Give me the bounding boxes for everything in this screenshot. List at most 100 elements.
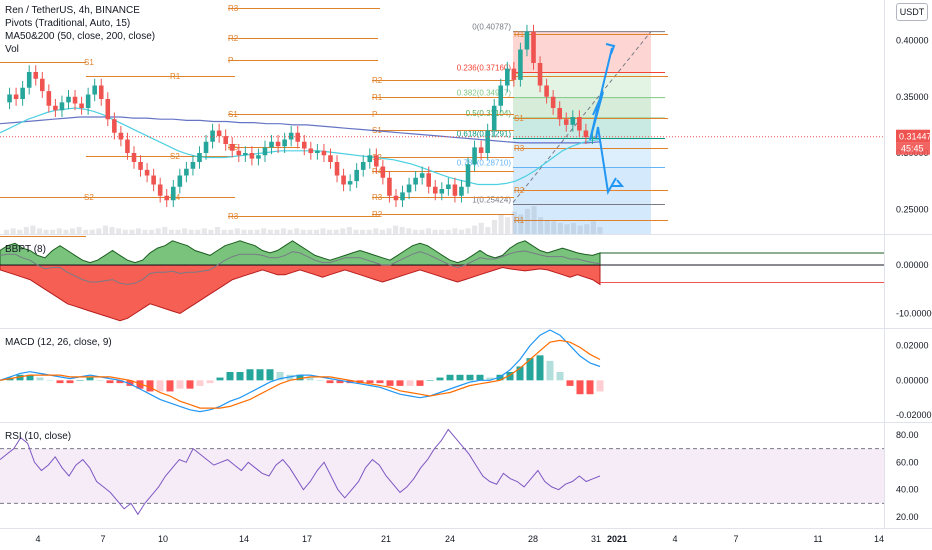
candle-body-58 — [380, 166, 386, 178]
time-tick-9: 2021 — [607, 534, 627, 544]
candle-body-76 — [498, 85, 504, 106]
volume-bar-14 — [96, 228, 102, 234]
legend-macd[interactable]: MACD (12, 26, close, 9) — [5, 337, 112, 348]
macd-hist-bar-47 — [466, 374, 474, 381]
candle-body-85 — [557, 108, 562, 120]
pivot-label-15: R3 — [372, 193, 383, 202]
rsi-line — [0, 428, 601, 516]
legend-bbpt[interactable]: BBPT (8) — [5, 244, 46, 255]
fib-level-label-0: 0(0.40787) — [472, 23, 511, 32]
time-tick-13: 14 — [874, 534, 884, 544]
candle-body-39 — [256, 155, 261, 159]
volume-bar-9 — [63, 229, 69, 234]
candle-body-18 — [118, 132, 124, 140]
price-axis[interactable]: 0.400000.350000.300000.250000.3144745:45… — [0, 0, 932, 528]
candle-body-87 — [570, 117, 576, 125]
volume-bar-2 — [17, 229, 23, 234]
volume-bar-47 — [313, 229, 319, 234]
symbol-title[interactable]: Ren / TetherUS, 4h, BINANCE — [5, 5, 140, 16]
candle-body-9 — [59, 102, 65, 111]
macd-hist-bar-45 — [446, 374, 454, 381]
fib-level-label-5: 0.786(0.28710) — [457, 159, 512, 168]
candle-body-64 — [419, 173, 425, 178]
pivot-label-9: R2 — [372, 76, 383, 85]
candle-body-65 — [426, 173, 432, 187]
candle-body-52 — [341, 175, 346, 185]
time-tick-2: 10 — [158, 534, 168, 544]
legend-rsi[interactable]: RSI (10, close) — [5, 431, 72, 442]
volume-bar-34 — [228, 229, 234, 234]
volume-bar-65 — [432, 229, 438, 234]
pivot-label-18: P — [514, 72, 519, 81]
legend-vol[interactable]: Vol — [5, 44, 19, 55]
time-tick-5: 21 — [381, 534, 391, 544]
volume-bar-87 — [577, 225, 583, 234]
arrow-head-down — [612, 179, 625, 187]
volume-bar-22 — [149, 229, 155, 234]
macd-hist-bar-57 — [566, 380, 574, 386]
candle-body-71 — [465, 164, 471, 187]
candle-body-68 — [446, 184, 451, 189]
macd-hist-bar-23 — [226, 372, 234, 381]
macd-hist-bar-2 — [16, 374, 24, 381]
candle-body-13 — [85, 94, 91, 108]
candle-body-88 — [577, 117, 582, 131]
candle-body-8 — [53, 105, 58, 111]
candle-body-46 — [301, 141, 307, 149]
pivot-label-5: S2 — [170, 152, 180, 161]
volume-bar-33 — [221, 229, 227, 234]
candle-body-36 — [236, 150, 242, 156]
candle-body-42 — [275, 141, 281, 147]
candle-body-20 — [131, 153, 137, 162]
volume-bar-29 — [195, 229, 201, 234]
candle-body-72 — [472, 147, 477, 165]
candle-body-54 — [354, 169, 359, 182]
candle-body-53 — [347, 181, 353, 185]
legend-ma[interactable]: MA50&200 (50, close, 200, close) — [5, 31, 156, 42]
macd-hist-bar-37 — [366, 380, 374, 384]
candle-body-2 — [13, 94, 19, 99]
volume-bar-0 — [4, 229, 10, 234]
volume-bar-67 — [445, 229, 451, 234]
macd-hist-bar-27 — [266, 369, 274, 381]
legend-pivots[interactable]: Pivots (Traditional, Auto, 15) — [5, 18, 131, 29]
macd-hist-bar-55 — [546, 360, 554, 381]
macd-hist-bar-18 — [176, 380, 184, 389]
macd-hist-bar-56 — [556, 372, 564, 381]
candle-body-77 — [505, 68, 510, 86]
candle-body-60 — [393, 195, 399, 201]
macd-hist-bar-25 — [246, 369, 254, 381]
rsi-pane — [0, 428, 884, 516]
candle-body-5 — [33, 72, 39, 79]
time-tick-11: 7 — [733, 534, 738, 544]
volume-bar-26 — [175, 229, 181, 234]
fib-zone-0 — [513, 31, 651, 73]
candle-body-83 — [544, 85, 549, 97]
volume-bar-17 — [116, 228, 122, 234]
volume-bar-45 — [300, 229, 306, 234]
time-tick-7: 28 — [528, 534, 538, 544]
candle-body-74 — [485, 130, 490, 153]
candle-body-22 — [144, 169, 150, 176]
macd-hist-bar-31 — [306, 377, 314, 381]
volume-bar-55 — [366, 229, 372, 234]
time-tick-12: 11 — [813, 534, 822, 544]
currency-button[interactable]: USDT — [896, 3, 928, 21]
macd-hist-bar-16 — [156, 380, 164, 392]
macd-hist-bar-42 — [416, 380, 424, 386]
time-axis[interactable]: 4 7 10 14 17 21 24 28 31 2021 4 7 11 14 — [0, 528, 932, 545]
candle-body-16 — [105, 99, 111, 120]
candle-body-79 — [518, 49, 523, 80]
legend-main: Ren / TetherUS, 4h, BINANCE Pivots (Trad… — [5, 4, 155, 56]
time-tick-4: 17 — [302, 534, 312, 544]
candle-body-17 — [112, 119, 117, 133]
price-tick-1: 0.35000 — [896, 92, 929, 102]
volume-bar-37 — [247, 229, 254, 234]
macd-hist-bar-13 — [126, 380, 134, 386]
candle-body-75 — [491, 105, 497, 131]
volume-bar-57 — [379, 229, 385, 234]
pivot-label-11: P — [372, 110, 377, 119]
pivot-label-14: R4 — [372, 167, 383, 176]
macd-hist-bar-49 — [486, 377, 494, 381]
volume-bar-88 — [584, 224, 590, 234]
